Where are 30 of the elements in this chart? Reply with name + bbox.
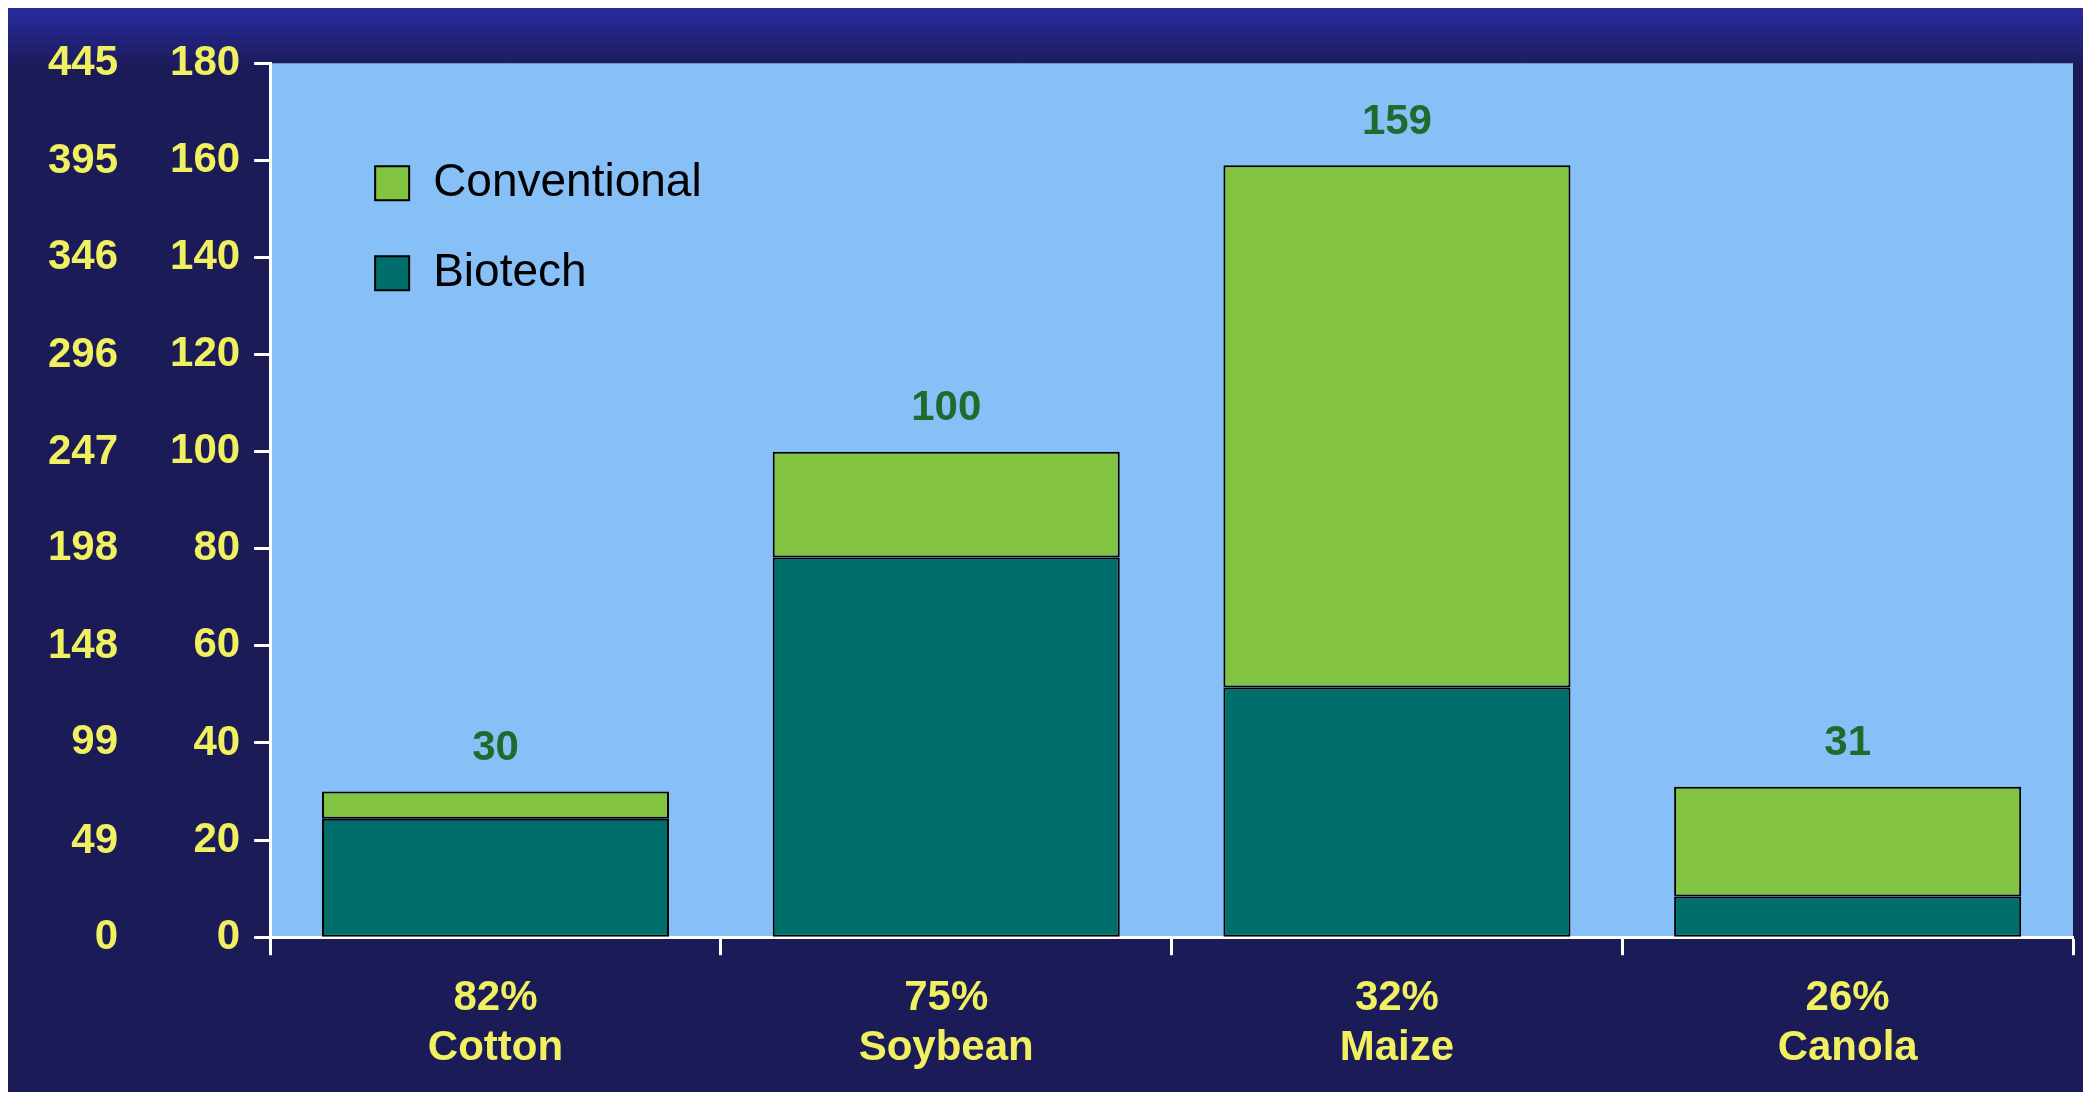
total-label: 100 — [911, 382, 982, 430]
total-label: 30 — [472, 722, 519, 770]
y-tick-label: 60 — [193, 619, 241, 667]
y-tick-label: 20 — [193, 813, 241, 861]
x-tick-label: 32% Maize — [1339, 971, 1455, 1070]
y-tick-label: 100 — [170, 425, 241, 473]
y-tick-label: 80 — [193, 522, 241, 570]
y-tick-label: 160 — [170, 133, 241, 181]
legend-label: Conventional — [433, 153, 702, 206]
y2-tick-label: 0 — [94, 910, 119, 958]
y2-tick-label: 148 — [48, 620, 119, 668]
x-tick-label: 82% Cotton — [427, 971, 564, 1070]
y-tick-label: 40 — [193, 716, 241, 764]
y-tick-label: 140 — [170, 231, 241, 278]
y2-tick-label: 49 — [71, 814, 119, 862]
y2-tick-label: 445 — [48, 36, 119, 84]
y2-tick-label: 296 — [48, 329, 119, 377]
y2-tick-label: 395 — [48, 134, 119, 182]
total-label: 31 — [1824, 717, 1871, 765]
x-tick-label: 75% Soybean — [858, 971, 1034, 1070]
y-tick-label: 180 — [170, 36, 241, 84]
y2-tick-label: 346 — [48, 231, 119, 279]
y-tick-label: 120 — [170, 328, 241, 376]
legend-label: Biotech — [433, 243, 587, 296]
y-tick-label: 0 — [216, 910, 241, 958]
y2-tick-label: 198 — [48, 521, 119, 569]
total-label: 159 — [1361, 95, 1432, 143]
y2-tick-label: 99 — [71, 716, 119, 764]
x-tick-label: 26% Canola — [1777, 971, 1919, 1070]
y2-tick-label: 247 — [48, 425, 119, 473]
